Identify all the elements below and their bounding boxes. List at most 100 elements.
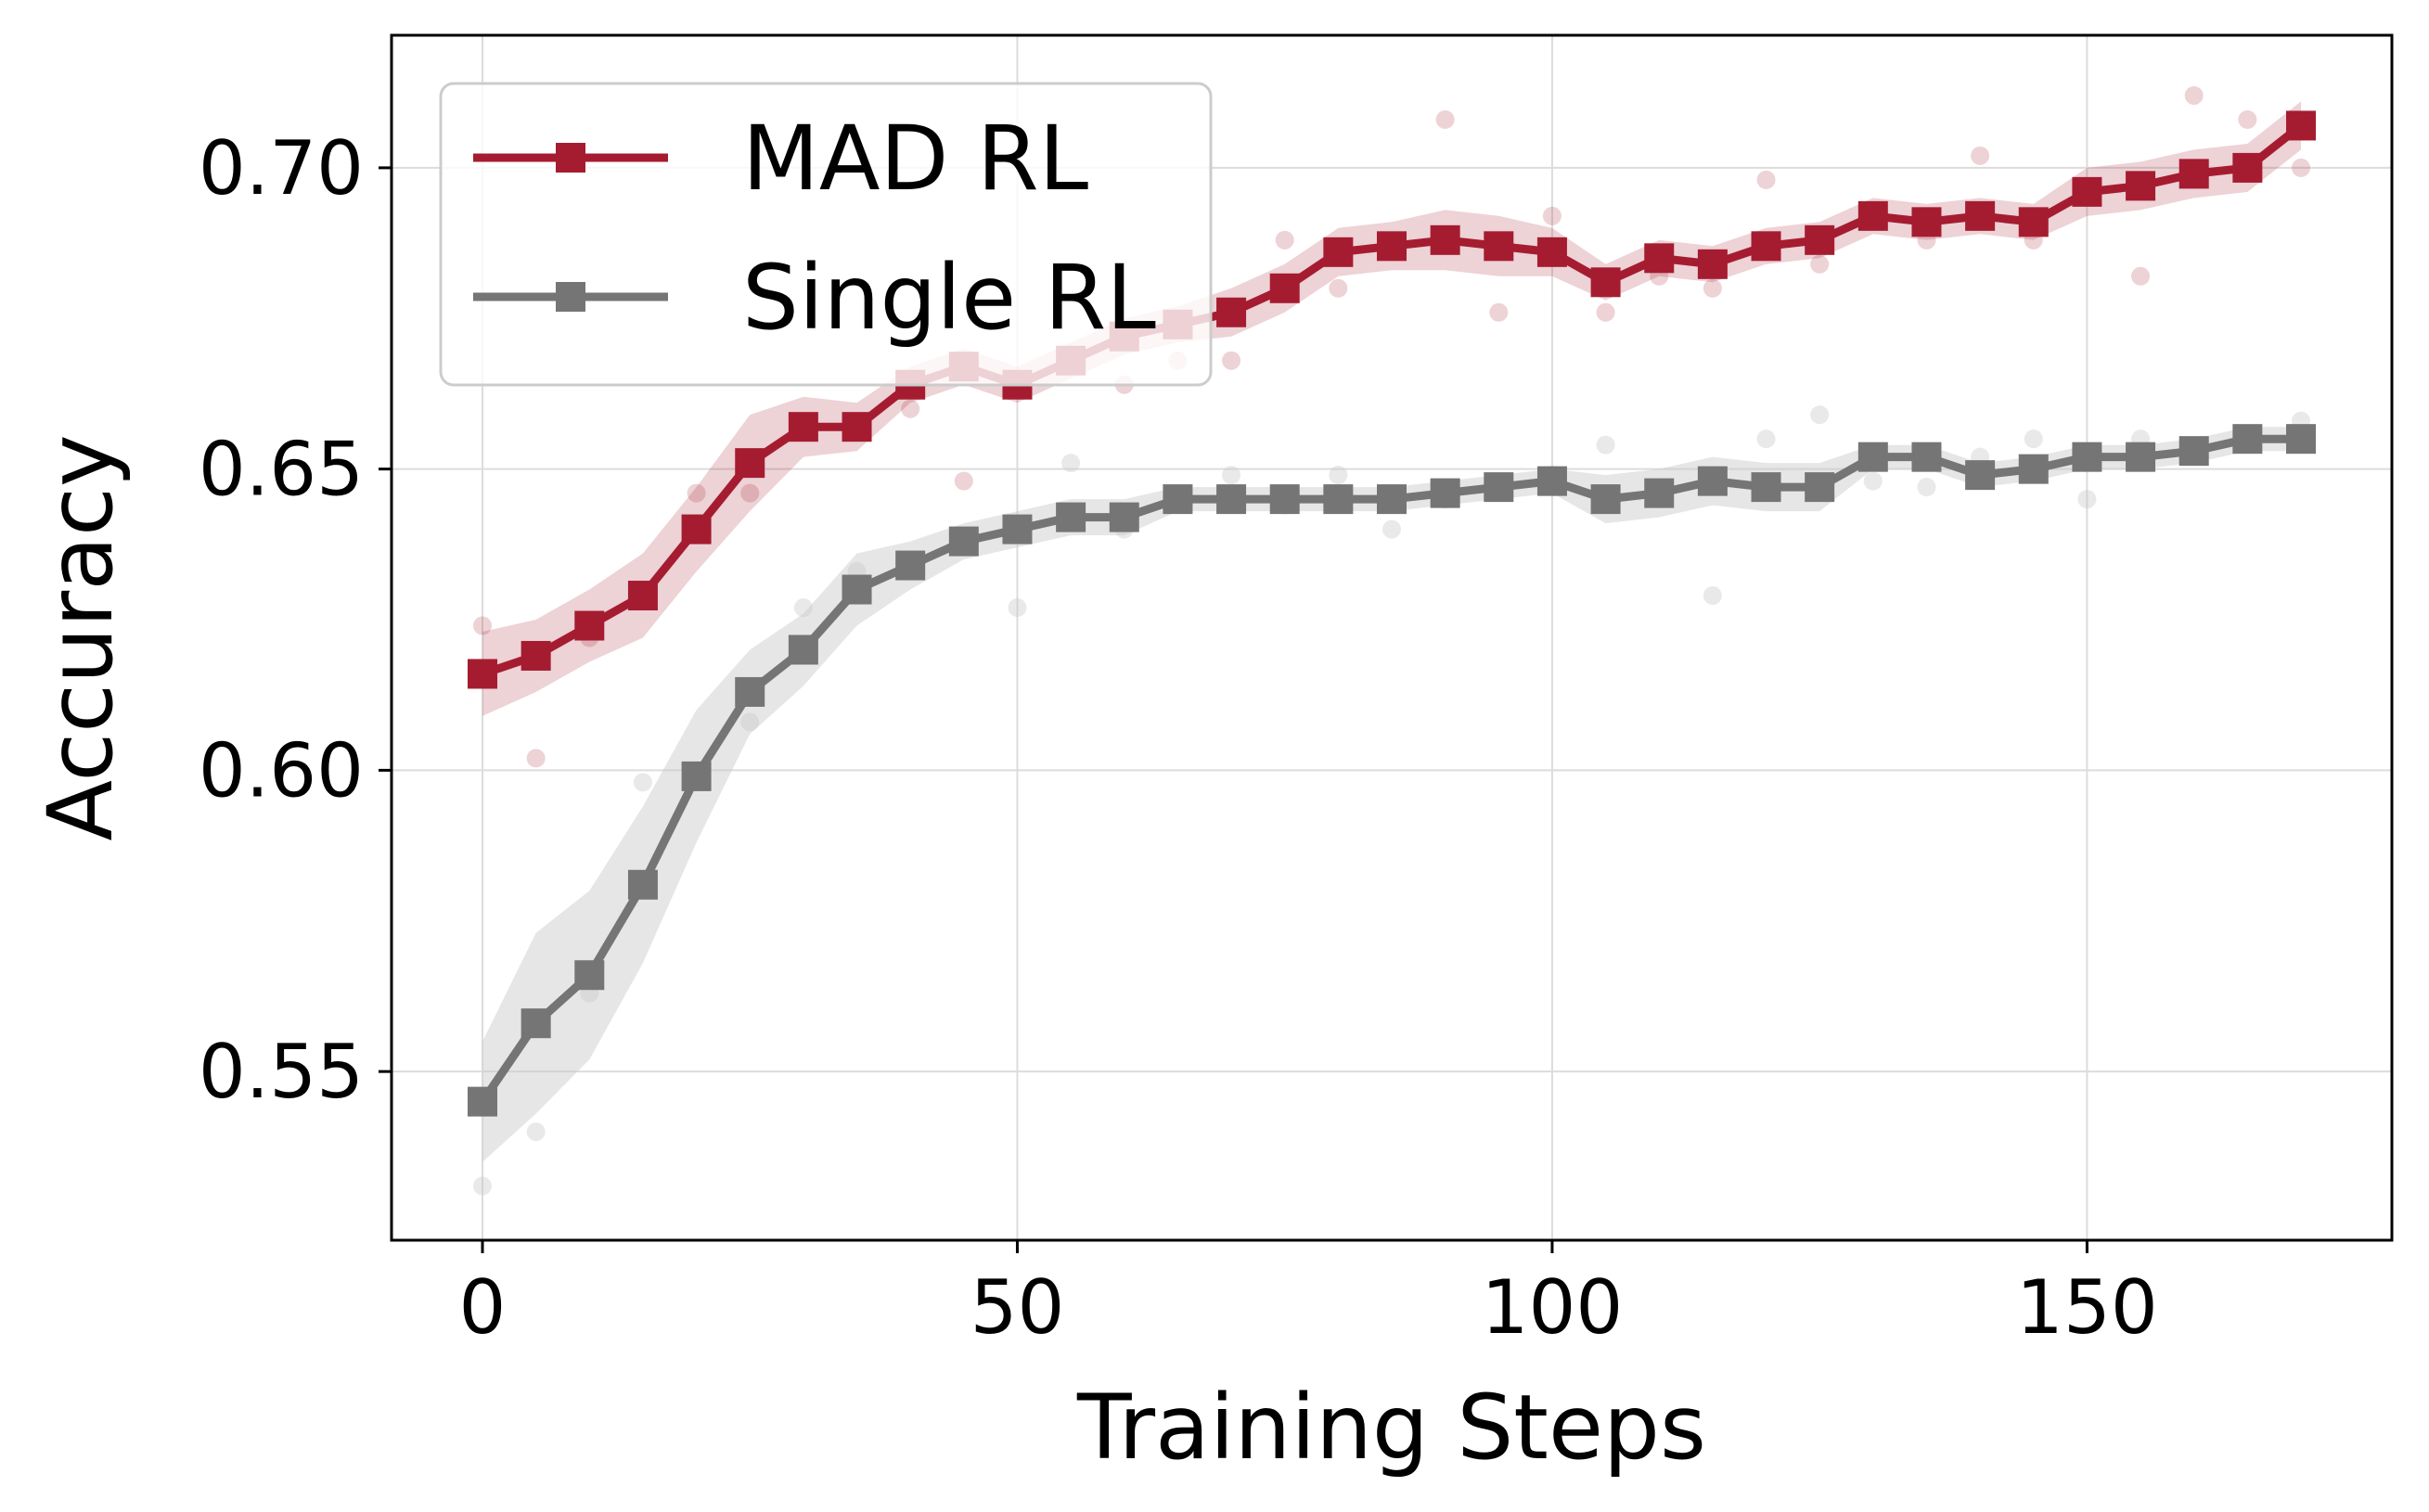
x-tick-label: 150 [2016, 1264, 2158, 1351]
mad-rl-marker [735, 448, 765, 479]
single-rl-scatter-point [473, 1176, 492, 1196]
single-rl-marker [1965, 460, 1996, 491]
mad-rl-scatter-point [954, 471, 973, 491]
single-rl-marker [2232, 424, 2263, 455]
x-tick-label: 100 [1482, 1264, 1624, 1351]
mad-rl-scatter-point [1275, 230, 1294, 250]
single-rl-marker [1536, 466, 1567, 496]
mad-rl-scatter-point [1810, 254, 1830, 274]
mad-rl-scatter-point [1756, 170, 1776, 189]
band-layer [482, 101, 2301, 1162]
mad-rl-marker [520, 640, 551, 671]
mad-rl-marker [2178, 159, 2209, 189]
single-rl-scatter-point [1008, 598, 1027, 618]
single-rl-marker [1911, 442, 1942, 472]
mad-rl-scatter-point [1703, 278, 1722, 298]
mad-rl-scatter-point [1329, 278, 1348, 298]
single-rl-marker [681, 761, 712, 791]
legend-marker-single-rl [556, 282, 585, 312]
legend-label-single-rl: Single RL [742, 246, 1156, 350]
mad-rl-marker [681, 514, 712, 545]
y-tick-label: 0.65 [199, 427, 364, 513]
single-rl-marker [1857, 442, 1888, 472]
single-rl-scatter-point [1061, 454, 1081, 473]
mad-rl-scatter-point [687, 483, 706, 503]
mad-rl-marker [2286, 110, 2316, 141]
mad-rl-marker [468, 659, 497, 689]
mad-rl-marker [1751, 231, 1781, 262]
single-rl-marker [1751, 472, 1781, 503]
single-rl-marker [574, 960, 605, 991]
single-rl-marker [1323, 484, 1354, 515]
mad-rl-scatter-point [2238, 109, 2257, 129]
plot-frame [390, 33, 2394, 1242]
single-rl-scatter-point [740, 712, 760, 732]
single-rl-marker [1269, 484, 1300, 515]
single-rl-marker [1430, 478, 1460, 508]
mad-rl-scatter-point [2292, 158, 2310, 177]
single-rl-scatter-point [1703, 586, 1722, 606]
mad-rl-scatter-point [1435, 109, 1455, 129]
single-rl-marker [1644, 478, 1675, 508]
single-rl-scatter-point [793, 598, 813, 618]
single-rl-marker [1377, 484, 1407, 515]
single-rl-marker [1697, 466, 1728, 496]
single-rl-marker [788, 634, 818, 665]
mad-rl-marker [1377, 231, 1407, 262]
single-rl-marker [1002, 514, 1033, 545]
single-rl-scatter-point [1596, 435, 1615, 455]
single-rl-marker [1163, 484, 1193, 515]
mad-rl-scatter-point [1489, 302, 1509, 322]
single-rl-marker [2018, 454, 2049, 484]
single-rl-scatter-point [2077, 490, 2097, 509]
legend: MAD RL Single RL [439, 82, 1213, 387]
mad-rl-marker [1536, 237, 1567, 267]
mad-rl-scatter-point [1971, 146, 1990, 165]
mad-rl-marker [1430, 224, 1460, 255]
mad-rl-confidence-band [482, 101, 2301, 716]
mad-rl-marker [2232, 152, 2263, 183]
mad-rl-marker [1697, 249, 1728, 279]
single-rl-marker [735, 676, 765, 707]
y-tick-label: 0.60 [199, 727, 364, 814]
y-axis-title: Accuracy [29, 434, 133, 840]
mad-rl-marker [2018, 207, 2049, 237]
single-rl-scatter-point [1863, 471, 1883, 491]
mad-rl-scatter-point [1222, 351, 1241, 370]
mad-rl-marker [1911, 207, 1942, 237]
mad-rl-marker [1590, 267, 1621, 298]
single-rl-marker [2126, 442, 2156, 472]
single-rl-scatter-point [1756, 429, 1776, 449]
mad-rl-marker [627, 581, 658, 611]
single-rl-marker [1216, 484, 1247, 515]
mad-rl-scatter-point [2131, 266, 2151, 286]
mad-rl-scatter-point [526, 749, 546, 768]
mad-rl-marker [842, 412, 872, 442]
single-rl-marker [1056, 502, 1086, 532]
mad-rl-marker [1269, 273, 1300, 303]
mad-rl-scatter-point [2184, 85, 2204, 105]
legend-marker-mad-rl [556, 143, 585, 173]
single-rl-marker [468, 1086, 497, 1117]
mad-rl-scatter-point [473, 616, 492, 635]
single-rl-marker [2286, 424, 2316, 455]
mad-rl-marker [574, 610, 605, 641]
single-rl-scatter-point [1917, 478, 1936, 497]
single-rl-marker [2072, 442, 2102, 472]
mad-rl-marker [1857, 200, 1888, 231]
legend-label-mad-rl: MAD RL [742, 107, 1088, 211]
single-rl-marker [948, 526, 979, 557]
single-rl-scatter-point [1222, 466, 1241, 485]
mad-rl-scatter-point [901, 399, 920, 418]
x-tick-label: 0 [459, 1264, 507, 1351]
single-rl-scatter-point [2024, 429, 2043, 449]
single-rl-scatter-point [633, 773, 652, 792]
mad-rl-scatter-point [740, 483, 760, 503]
y-tick-label: 0.55 [199, 1029, 364, 1115]
single-rl-scatter-point [1329, 466, 1348, 485]
mad-rl-marker [788, 412, 818, 442]
single-rl-scatter-point [1810, 405, 1830, 425]
single-rl-marker [1590, 484, 1621, 515]
